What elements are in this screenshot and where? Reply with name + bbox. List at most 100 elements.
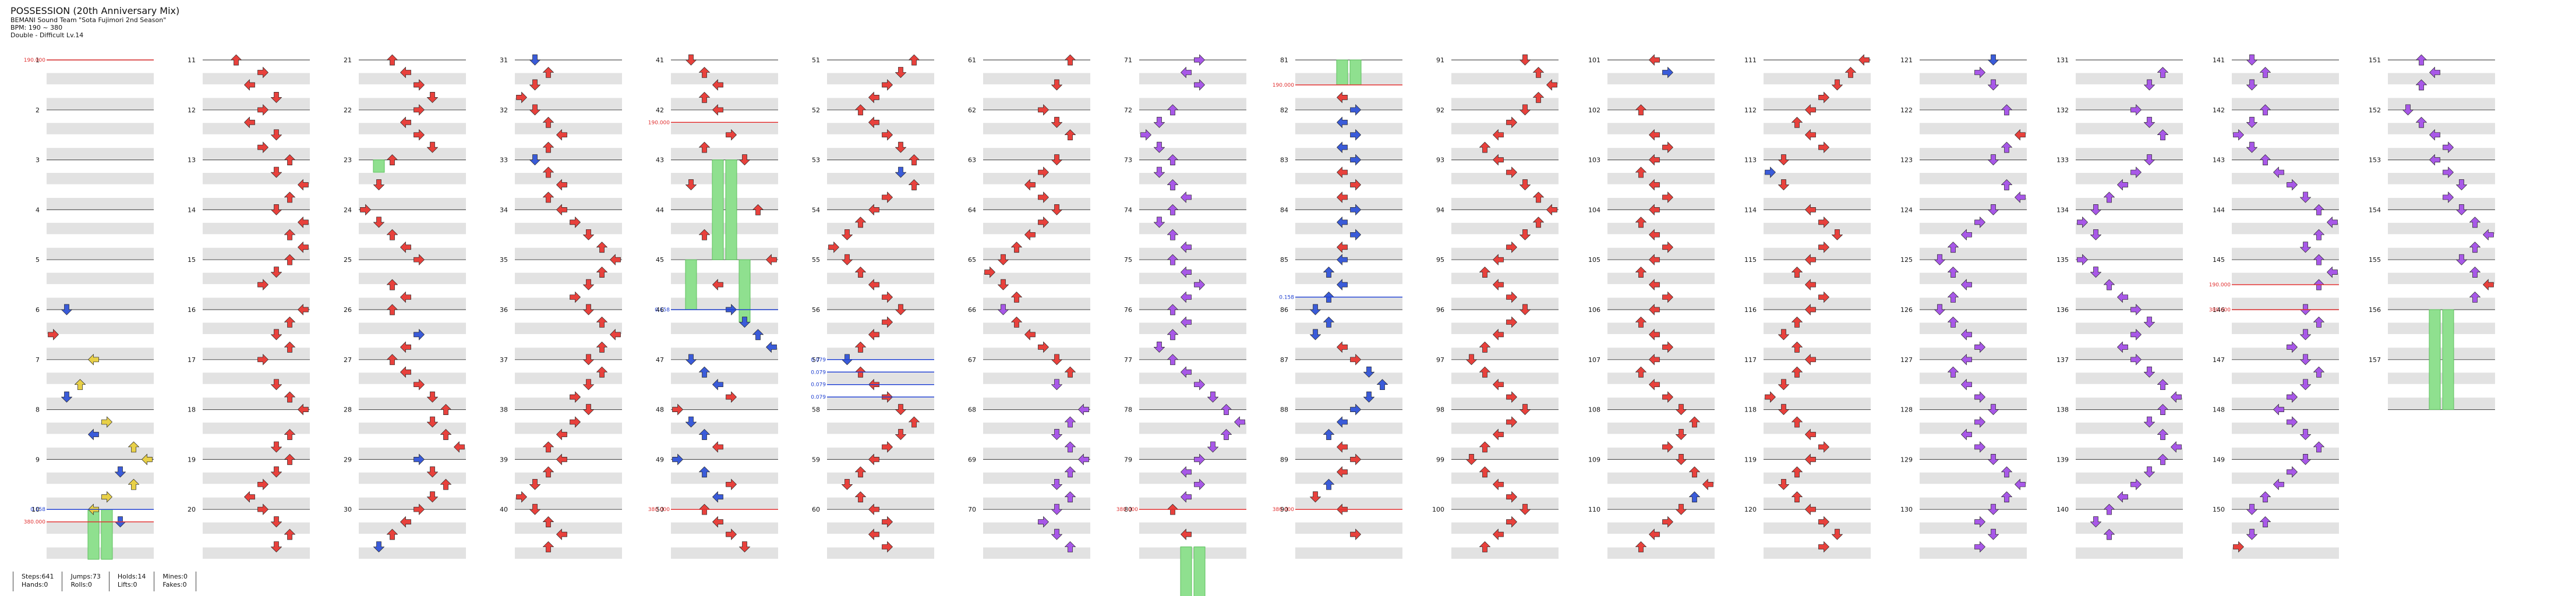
arrow-icon	[1350, 204, 1361, 216]
arrow-icon	[1532, 217, 1545, 228]
arrow-icon	[1519, 304, 1531, 315]
arrow-icon	[1350, 453, 1361, 466]
measure-number: 107	[1588, 356, 1600, 364]
beat-band	[671, 423, 778, 434]
arrow-icon	[1532, 66, 1545, 78]
measure-number: 88	[1280, 406, 1288, 414]
arrow-icon	[1479, 366, 1491, 378]
beat-band	[2232, 98, 2339, 109]
beat-band	[1764, 73, 1871, 84]
arrow-icon	[2443, 141, 2454, 153]
beat-band	[827, 497, 934, 509]
beat-band	[1607, 222, 1715, 235]
arrow-icon	[1309, 491, 1321, 503]
arrow-icon	[1506, 416, 1517, 428]
beat-band	[827, 98, 934, 109]
measure-number: 31	[500, 56, 508, 64]
arrow-icon	[1064, 416, 1076, 428]
arrow-icon	[1194, 378, 1205, 391]
arrow-icon	[48, 329, 59, 340]
arrow-icon	[1778, 379, 1790, 391]
beat-band	[515, 497, 622, 509]
arrow-icon	[2313, 254, 2325, 265]
beat-band	[359, 347, 466, 359]
arrow-icon	[1376, 379, 1388, 391]
hold-bar-icon	[738, 259, 751, 322]
arrow-icon	[386, 528, 398, 540]
beat-band	[359, 398, 466, 409]
beat-band	[2076, 98, 2183, 109]
measure-number: 36	[500, 306, 508, 314]
beat-band	[515, 372, 622, 384]
arrow-icon	[2001, 179, 2013, 190]
arrow-icon	[1791, 267, 1803, 278]
measure-number: 2	[36, 107, 40, 114]
beat-band	[1920, 398, 2027, 409]
arrow-icon	[1831, 528, 1843, 540]
measure-number: 153	[2369, 157, 2381, 164]
measure-number: 122	[1900, 107, 1913, 114]
beat-band	[1295, 472, 1402, 484]
beat-band	[47, 98, 154, 109]
arrow-icon	[868, 329, 879, 340]
measure-number: 89	[1280, 456, 1288, 463]
stop-label: 0.158	[655, 307, 670, 313]
beat-band	[359, 522, 466, 534]
beat-band	[2076, 398, 2183, 409]
arrow-icon	[2103, 503, 2115, 515]
arrow-icon	[1038, 341, 1049, 353]
bpm-label: 380.000	[648, 507, 670, 513]
stat-lifts: Lifts:0	[117, 581, 137, 588]
measure-number: 43	[656, 157, 664, 164]
beat-band	[203, 297, 310, 309]
stop-label: 0.079	[811, 370, 826, 375]
beat-band	[47, 447, 154, 459]
beat-band	[359, 173, 466, 185]
measure-number: 149	[2213, 456, 2225, 463]
arrow-icon	[2313, 229, 2325, 240]
measure-number: 18	[188, 406, 196, 414]
arrow-icon	[1974, 341, 1985, 353]
beat-band	[47, 398, 154, 409]
beat-band	[1920, 272, 2027, 285]
arrow-icon	[1493, 478, 1504, 491]
arrow-icon	[1337, 341, 1348, 353]
beat-band	[1139, 297, 1246, 309]
measure-number: 87	[1280, 356, 1288, 364]
beat-band	[2076, 297, 2183, 309]
beat-band	[671, 222, 778, 235]
arrow-icon	[596, 242, 608, 253]
arrow-icon	[1974, 416, 1985, 428]
beat-band	[1920, 197, 2027, 210]
arrow-icon	[414, 104, 425, 116]
arrow-icon	[1064, 366, 1076, 378]
measure-number: 27	[344, 356, 352, 364]
beat-band	[1607, 522, 1715, 534]
arrow-icon	[1649, 378, 1660, 391]
arrow-icon	[1831, 79, 1843, 91]
arrow-icon	[88, 353, 99, 366]
arrow-icon	[1662, 191, 1673, 203]
beat-band	[47, 73, 154, 84]
bpm-label: 190.000	[24, 58, 45, 63]
arrow-icon	[868, 279, 879, 290]
measure-number: 39	[500, 456, 508, 463]
arrow-icon	[1791, 416, 1803, 428]
measure-number: 136	[2056, 306, 2069, 314]
arrow-icon	[2077, 254, 2088, 266]
arrow-icon	[1778, 478, 1790, 490]
arrow-icon	[1194, 54, 1205, 66]
arrow-icon	[1778, 154, 1790, 166]
arrow-icon	[386, 154, 398, 165]
arrow-icon	[854, 104, 867, 116]
arrow-icon	[1974, 217, 1985, 228]
arrow-icon	[2143, 79, 2155, 91]
arrow-icon	[1805, 129, 1816, 141]
arrow-icon	[426, 466, 439, 478]
arrow-icon	[1479, 341, 1491, 353]
beat-band	[1920, 222, 2027, 235]
arrow-icon	[1493, 528, 1504, 540]
arrow-icon	[738, 154, 751, 166]
arrow-icon	[386, 279, 398, 290]
arrow-icon	[440, 429, 452, 440]
